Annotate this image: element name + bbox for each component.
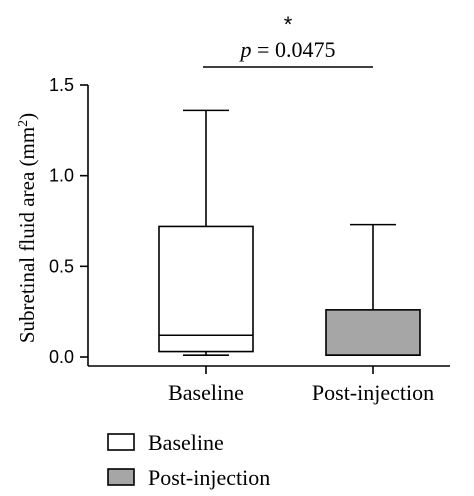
x-category-label: Post-injection (312, 380, 434, 405)
legend-swatch-post-injection (107, 468, 135, 486)
y-axis-label-sup: 2 (16, 120, 31, 127)
legend-label-post-injection: Post-injection (148, 465, 270, 490)
significance-annotation: * p = 0.0475 (203, 12, 373, 68)
boxes (158, 109, 421, 356)
legend-label-baseline: Baseline (148, 430, 224, 455)
legend: Baseline Post-injection (107, 430, 270, 490)
legend-swatch-baseline (107, 433, 135, 451)
y-ticks: 0.0 0.5 1.0 1.5 (49, 75, 88, 367)
p-symbol: p (239, 37, 252, 62)
y-tick-label: 1.5 (49, 75, 74, 95)
category-labels: Baseline Post-injection (168, 366, 434, 405)
y-tick-label: 0.0 (49, 347, 74, 367)
y-tick-label: 0.5 (49, 256, 74, 276)
x-category-label: Baseline (168, 380, 244, 405)
significance-star: * (284, 12, 293, 37)
box-iqr (325, 309, 421, 356)
y-tick-label: 1.0 (49, 166, 74, 186)
y-axis-label-close: ) (15, 113, 39, 120)
p-value-label: p = 0.0475 (239, 37, 336, 62)
y-axis-label-main: Subretinal fluid area (mm (15, 127, 39, 343)
box-post-injection (325, 223, 421, 356)
box-baseline (158, 109, 254, 356)
p-value: = 0.0475 (252, 37, 336, 62)
box-iqr (158, 225, 254, 353)
y-axis-label: Subretinal fluid area (mm2) (15, 113, 39, 343)
